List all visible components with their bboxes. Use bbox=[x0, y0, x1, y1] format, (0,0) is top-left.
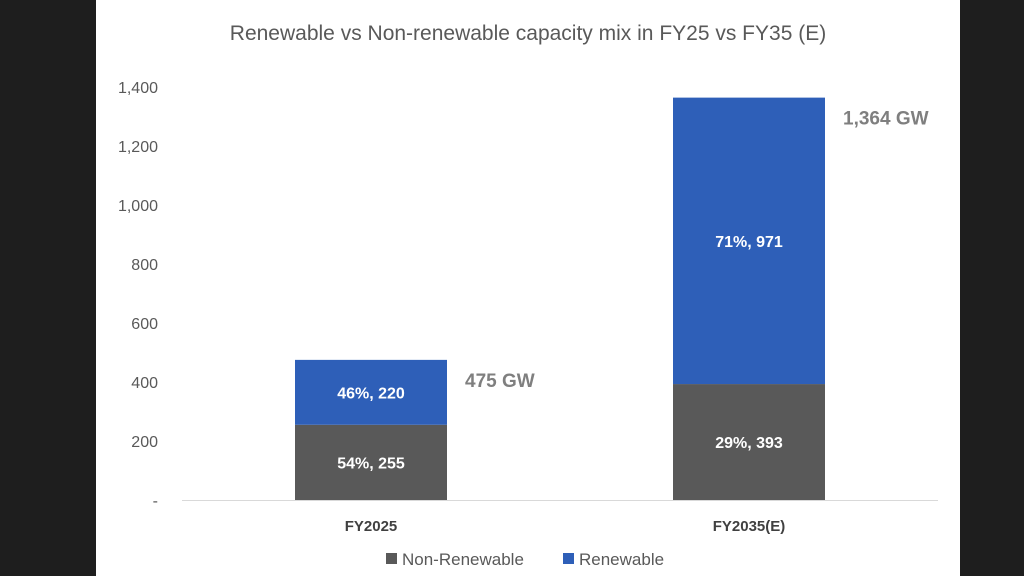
chart-title: Renewable vs Non-renewable capacity mix … bbox=[230, 22, 826, 45]
data-label: 71%, 971 bbox=[715, 234, 783, 251]
chart-frame: Renewable vs Non-renewable capacity mix … bbox=[96, 0, 960, 576]
bar-segment-non-renewable bbox=[673, 384, 825, 500]
bar-total-label: 1,364 GW bbox=[843, 109, 929, 130]
bar-segment-renewable bbox=[673, 97, 825, 385]
data-label: 54%, 255 bbox=[337, 455, 405, 472]
y-tick-label: 1,200 bbox=[118, 139, 158, 156]
legend-label: Renewable bbox=[579, 550, 664, 569]
x-axis: FY2025 FY2035(E) bbox=[345, 518, 786, 535]
x-tick-label: FY2035(E) bbox=[713, 518, 786, 535]
bar-total-label: 475 GW bbox=[465, 371, 535, 392]
legend: Non-Renewable Renewable bbox=[386, 550, 664, 569]
legend-swatch bbox=[563, 553, 574, 564]
data-label: 29%, 393 bbox=[715, 435, 783, 452]
y-tick-label: 1,400 bbox=[118, 80, 158, 97]
legend-label: Non-Renewable bbox=[402, 550, 524, 569]
data-label: 46%, 220 bbox=[337, 385, 405, 402]
y-tick-label: 400 bbox=[131, 375, 158, 392]
bar-segment-renewable bbox=[295, 359, 447, 425]
y-tick-label: 800 bbox=[131, 257, 158, 274]
y-tick-label: 600 bbox=[131, 316, 158, 333]
stacked-bar-chart: Renewable vs Non-renewable capacity mix … bbox=[118, 22, 938, 569]
bar-segment-non-renewable bbox=[295, 424, 447, 500]
x-tick-label: FY2025 bbox=[345, 518, 398, 535]
y-axis: - 200 400 600 800 1,000 1,200 1,400 bbox=[118, 80, 158, 510]
y-tick-label: 200 bbox=[131, 434, 158, 451]
y-tick-label: 1,000 bbox=[118, 198, 158, 215]
legend-swatch bbox=[386, 553, 397, 564]
bars: 54%, 255 46%, 220 475 GW 29%, 393 71%, 971 1,… bbox=[295, 97, 929, 500]
y-tick-label: - bbox=[153, 493, 158, 510]
